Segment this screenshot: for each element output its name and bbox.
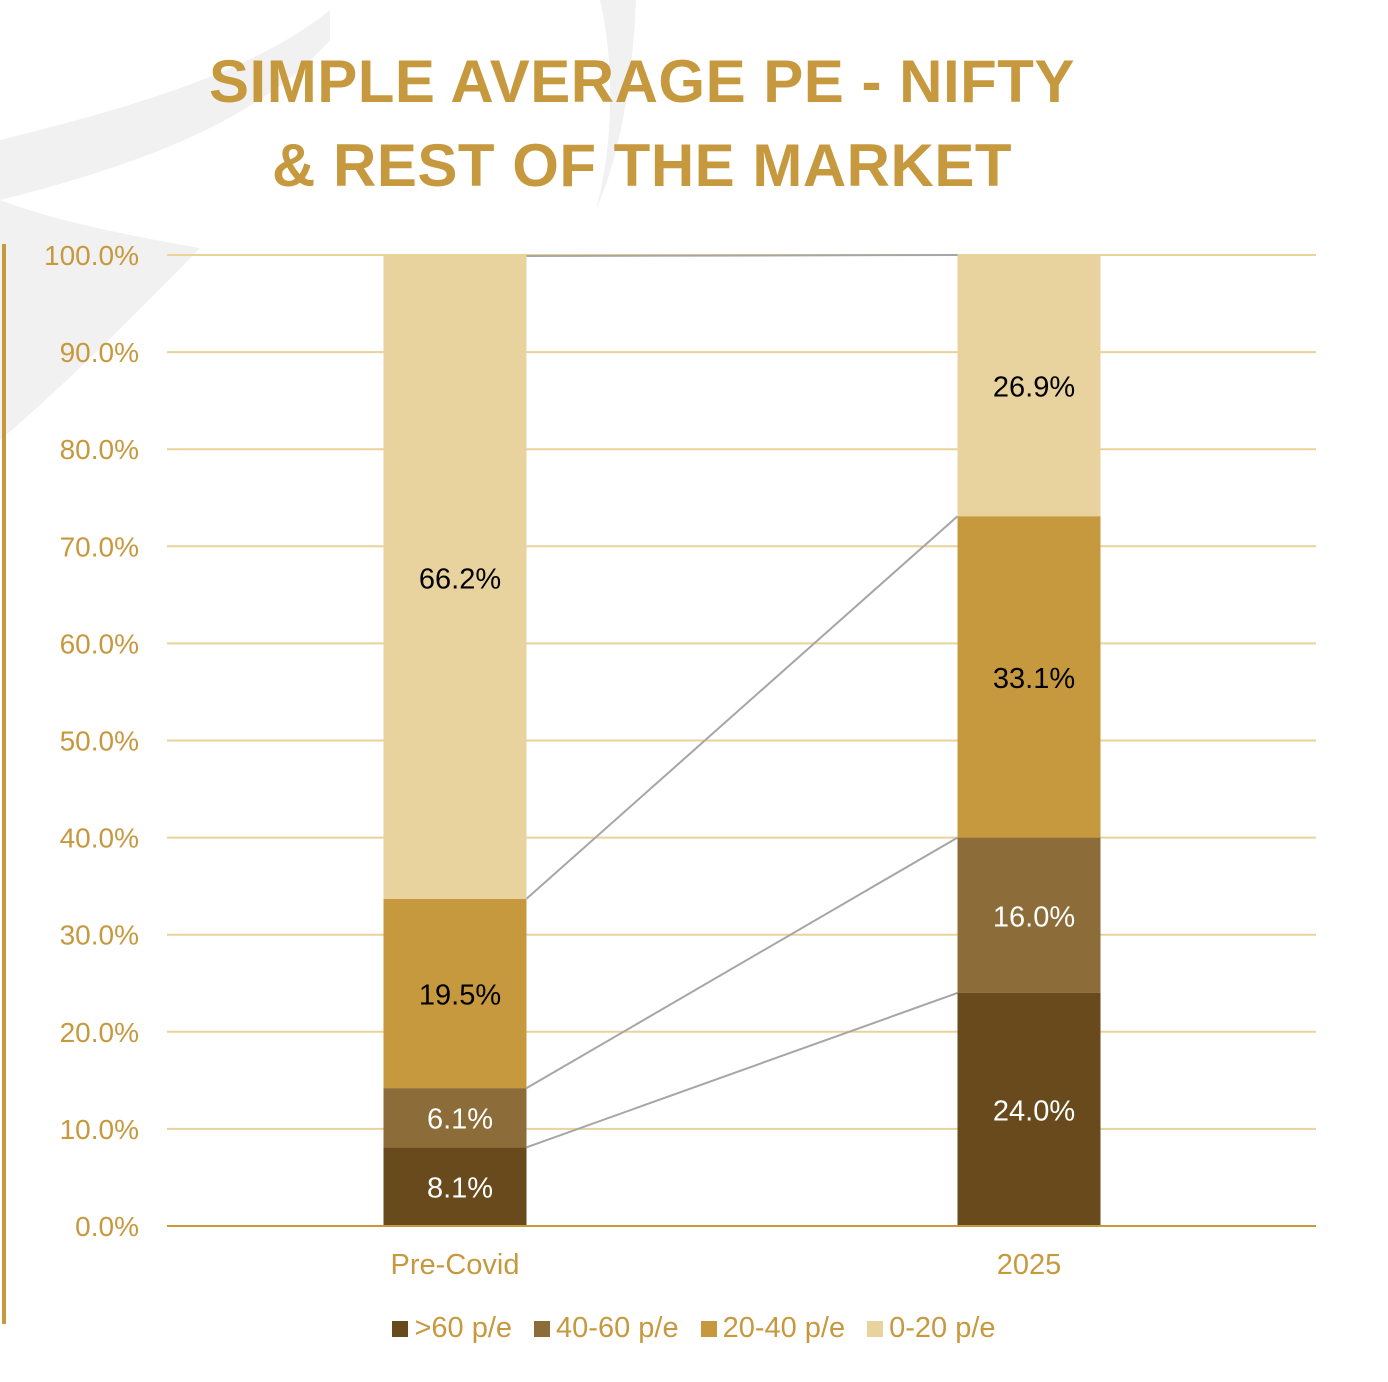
legend-swatch: [392, 1320, 409, 1337]
chart-title: SIMPLE AVERAGE PE - NIFTY & REST OF THE …: [140, 40, 1144, 208]
data-label: 8.1%: [427, 1173, 493, 1205]
y-tick-label: 10.0%: [60, 1114, 139, 1145]
y-tick-label: 40.0%: [60, 823, 139, 854]
y-tick-label: 0.0%: [75, 1211, 139, 1242]
legend: >60 p/e 40-60 p/e 20-40 p/e 0-20 p/e: [0, 1312, 1388, 1345]
legend-label: >60 p/e: [414, 1312, 513, 1344]
legend-item: 0-20 p/e: [867, 1312, 996, 1345]
bar-segment: [957, 837, 1101, 993]
chart-title-line-2: & REST OF THE MARKET: [272, 132, 1012, 199]
legend-swatch: [534, 1320, 551, 1337]
background-swoosh: [0, 0, 636, 440]
bar-segment: [383, 1147, 527, 1226]
y-tick-label: 70.0%: [60, 531, 139, 562]
legend-item: 20-40 p/e: [700, 1312, 846, 1345]
y-tick-label: 90.0%: [60, 337, 139, 368]
series-line: [525, 515, 959, 900]
legend-swatch: [700, 1320, 717, 1337]
bar-segment: [957, 992, 1101, 1226]
bar-segment: [383, 1088, 527, 1148]
data-label: 33.1%: [993, 663, 1075, 695]
data-labels: 8.1% 6.1% 19.5% 66.2% 24.0% 16.0% 33.1% 26.9%: [419, 372, 1075, 1205]
series-line: [526, 992, 958, 1149]
series-line: [525, 836, 959, 1089]
gridlines: [167, 254, 1316, 1130]
legend-swatch: [867, 1320, 884, 1337]
legend-label: 40-60 p/e: [556, 1312, 679, 1344]
bar-segment: [383, 255, 527, 899]
bar-segment: [957, 255, 1101, 517]
y-tick-label: 60.0%: [60, 628, 139, 659]
bar-segment: [383, 898, 527, 1089]
chart-title-line-1: SIMPLE AVERAGE PE - NIFTY: [209, 48, 1075, 115]
legend-item: 40-60 p/e: [534, 1312, 679, 1345]
data-label: 24.0%: [993, 1095, 1075, 1127]
series-line: [526, 254, 958, 257]
axes: 0.0%10.0%20.0%30.0%40.0%50.0%60.0%70.0%8…: [44, 240, 1316, 1281]
y-tick-label: 80.0%: [60, 434, 139, 465]
legend-label: 0-20 p/e: [889, 1312, 996, 1344]
data-label: 16.0%: [993, 901, 1075, 933]
bar-segment: [957, 516, 1101, 838]
bars: [383, 255, 1101, 1226]
data-label: 26.9%: [993, 372, 1075, 404]
series-lines: [525, 254, 959, 1149]
x-tick-label: Pre-Covid: [391, 1249, 520, 1281]
y-tick-label: 30.0%: [60, 920, 139, 951]
y-tick-label: 50.0%: [60, 726, 139, 757]
left-accent-rule: [2, 244, 6, 1324]
data-label: 19.5%: [419, 979, 501, 1011]
legend-item: >60 p/e: [392, 1312, 512, 1345]
y-tick-label: 20.0%: [60, 1017, 139, 1048]
y-tick-label: 100.0%: [44, 240, 139, 271]
legend-label: 20-40 p/e: [722, 1312, 846, 1344]
data-label: 66.2%: [419, 563, 501, 595]
data-label: 6.1%: [427, 1104, 493, 1136]
stacked-bar-chart: 8.1% 6.1% 19.5% 66.2% 24.0% 16.0% 33.1% 26.9% 0…: [44, 240, 1316, 1281]
x-tick-label: 2025: [997, 1249, 1062, 1281]
